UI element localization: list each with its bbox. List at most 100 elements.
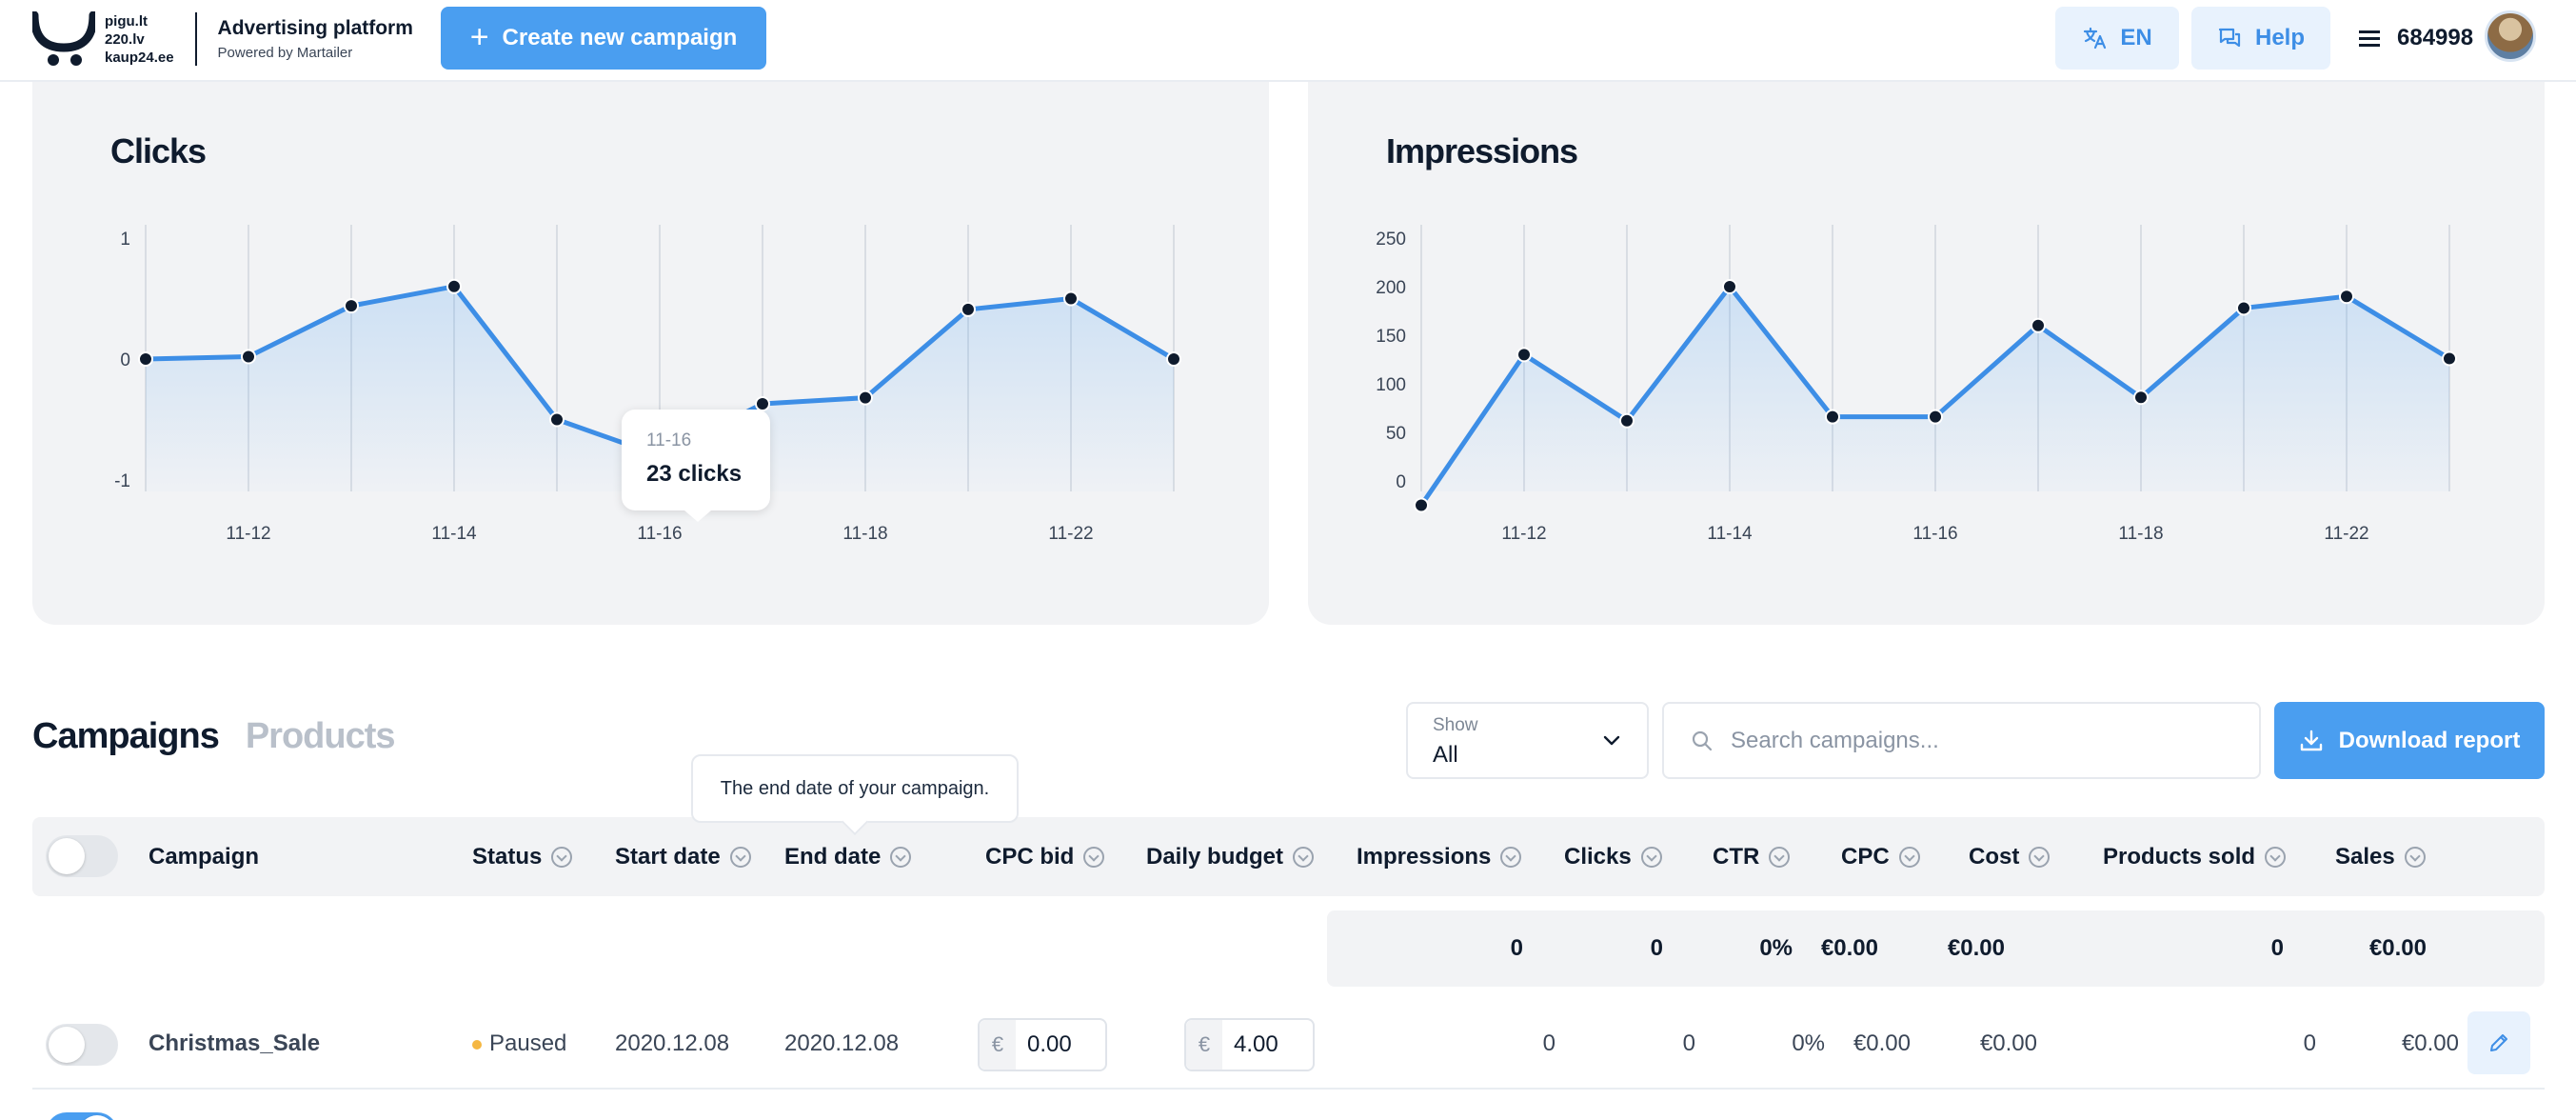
- data-point: [858, 390, 873, 406]
- column-label: Sales: [2335, 843, 2395, 870]
- data-point: [241, 349, 256, 365]
- column-header-clicks[interactable]: Clicks: [1564, 817, 1662, 896]
- y-tick-label: 0: [1396, 472, 1406, 492]
- help-button[interactable]: Help: [2191, 7, 2330, 70]
- y-tick-label: 0: [120, 350, 130, 370]
- chat-icon: [2218, 28, 2241, 48]
- sort-icon: [1898, 846, 1920, 868]
- column-header-cost[interactable]: Cost: [1969, 817, 2051, 896]
- brand-subtitle: Powered by Martailer: [217, 45, 353, 61]
- column-label: CPC bid: [985, 843, 1075, 870]
- table-row-partial: [32, 1107, 2545, 1120]
- clicks-chart[interactable]: 1 0 -1 11-12 11-14 11-16 11-18 11-22: [32, 82, 1269, 625]
- campaign-enabled-toggle[interactable]: [46, 1112, 118, 1120]
- sort-icon: [551, 846, 573, 868]
- y-tick-label: -1: [114, 471, 130, 491]
- campaign-clicks: 0: [1682, 1030, 1695, 1056]
- search-campaigns[interactable]: [1662, 702, 2261, 779]
- logo[interactable]: pigu.lt 220.lv kaup24.ee Advertising pla…: [32, 10, 413, 69]
- cpc-bid-input[interactable]: [1016, 1031, 1092, 1058]
- logo-mark-icon: [32, 11, 95, 66]
- logo-site-kaup24: kaup24.ee: [105, 49, 174, 66]
- data-point: [1414, 497, 1429, 513]
- campaign-cpc: €0.00: [1853, 1030, 1911, 1056]
- campaign-enabled-toggle[interactable]: [46, 1024, 118, 1066]
- column-header-products-sold[interactable]: Products sold: [2103, 817, 2287, 896]
- campaign-impressions: 0: [1542, 1030, 1556, 1056]
- sort-icon: [729, 846, 751, 868]
- menu-icon: [2359, 30, 2380, 47]
- x-tick-label: 11-18: [2118, 524, 2163, 544]
- daily-budget-input[interactable]: [1222, 1031, 1298, 1058]
- campaign-cost: €0.00: [1979, 1030, 2037, 1056]
- logo-site-pigu: pigu.lt: [105, 12, 148, 30]
- search-icon: [1692, 730, 1713, 750]
- x-tick-label: 11-16: [1912, 524, 1957, 544]
- create-campaign-button[interactable]: + Create new campaign: [441, 7, 766, 70]
- sort-icon: [1769, 846, 1791, 868]
- euro-icon: €: [980, 1020, 1016, 1070]
- x-tick-label: 11-14: [1707, 524, 1753, 544]
- total-products-sold: 0: [2270, 935, 2284, 961]
- tab-campaigns[interactable]: Campaigns: [32, 716, 220, 756]
- top-bar: pigu.lt 220.lv kaup24.ee Advertising pla…: [0, 0, 2576, 82]
- y-tick-label: 200: [1376, 278, 1406, 298]
- chart-tooltip-date: 11-16: [646, 430, 692, 450]
- brand-title: Advertising platform: [217, 17, 413, 39]
- total-ctr: 0%: [1759, 935, 1793, 961]
- chart-tooltip: 11-16 23 clicks: [622, 410, 770, 522]
- column-header-start-date[interactable]: Start date: [615, 817, 751, 896]
- show-filter-label: Show: [1433, 715, 1478, 735]
- column-header-impressions[interactable]: Impressions: [1357, 817, 1522, 896]
- column-header-sales[interactable]: Sales: [2335, 817, 2426, 896]
- select-all-toggle[interactable]: [46, 835, 118, 877]
- column-header-end-date[interactable]: End date: [784, 817, 912, 896]
- sort-icon: [1500, 846, 1522, 868]
- column-header-cpc[interactable]: CPC: [1841, 817, 1920, 896]
- column-header-cpc-bid[interactable]: CPC bid: [985, 817, 1105, 896]
- column-header-daily-budget[interactable]: Daily budget: [1146, 817, 1315, 896]
- data-point: [1619, 412, 1635, 429]
- column-label: CTR: [1713, 843, 1760, 870]
- campaign-ctr: 0%: [1792, 1030, 1825, 1056]
- data-point: [2236, 300, 2251, 316]
- column-header-campaign[interactable]: Campaign: [149, 817, 259, 896]
- logo-sites: pigu.lt 220.lv kaup24.ee: [105, 12, 174, 67]
- impressions-chart-title: Impressions: [1386, 131, 1578, 170]
- account-menu[interactable]: 684998: [2359, 19, 2473, 57]
- search-input[interactable]: [1731, 727, 2226, 754]
- avatar[interactable]: [2485, 10, 2536, 62]
- total-cpc: €0.00: [1820, 935, 1878, 961]
- data-point: [755, 395, 770, 411]
- show-filter-value: All: [1433, 742, 1458, 768]
- campaign-status: Paused: [472, 1030, 566, 1057]
- language-button[interactable]: EN: [2055, 7, 2179, 70]
- data-point: [2339, 289, 2354, 305]
- column-header-status[interactable]: Status: [472, 817, 573, 896]
- impressions-chart[interactable]: 250 200 150 100 50 0 11-12 11-14 11-16 11-18 11-22: [1308, 82, 2545, 625]
- campaign-name[interactable]: Christmas_Sale: [149, 1030, 321, 1056]
- toggle-knob: [49, 838, 85, 874]
- edit-campaign-button[interactable]: [2467, 1011, 2530, 1074]
- toggle-knob: [49, 1027, 85, 1063]
- campaign-end-date: 2020.12.08: [784, 1030, 900, 1056]
- column-label: Status: [472, 843, 543, 870]
- column-header-ctr[interactable]: CTR: [1713, 817, 1791, 896]
- daily-budget-field[interactable]: €: [1184, 1018, 1315, 1071]
- brand: Advertising platform Powered by Martaile…: [218, 17, 413, 61]
- campaign-sales: €0.00: [2401, 1030, 2459, 1056]
- cpc-bid-field[interactable]: €: [978, 1018, 1107, 1071]
- data-point: [2031, 317, 2046, 333]
- tab-products[interactable]: Products: [245, 716, 396, 756]
- download-report-button[interactable]: Download report: [2274, 702, 2545, 779]
- total-impressions: 0: [1510, 935, 1523, 961]
- series-area: [146, 286, 1174, 491]
- clicks-chart-card: Clicks 1 0 -1 11-12 11-14 11-16 11-18 11-22 11-…: [32, 82, 1269, 625]
- x-tick-label: 11-12: [226, 524, 270, 544]
- campaign-start-date: 2020.12.08: [615, 1030, 730, 1056]
- show-filter-select[interactable]: Show All: [1406, 702, 1649, 779]
- data-point: [446, 278, 462, 294]
- x-tick-label: 11-14: [431, 524, 477, 544]
- sort-icon: [1640, 846, 1662, 868]
- data-point: [549, 411, 565, 428]
